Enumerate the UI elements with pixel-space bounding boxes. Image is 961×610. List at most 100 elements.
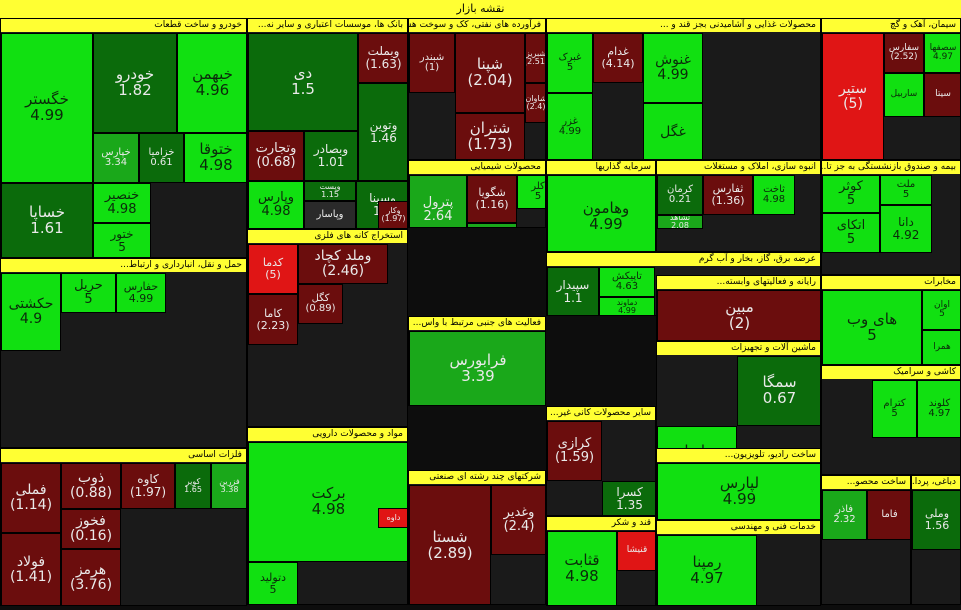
stock-cell[interactable]: وتوین 1.46 [358, 83, 407, 181]
stock-cell[interactable]: خنصیر 4.98 [93, 183, 151, 223]
sector-header[interactable]: مواد و محصولات دارویی [248, 428, 407, 441]
stock-cell[interactable]: کویر 1.65 [175, 463, 211, 509]
stock-cell[interactable]: خساپا 1.61 [1, 183, 93, 257]
stock-cell[interactable]: برکت 4.98 [248, 442, 407, 562]
stock-cell[interactable]: رمپنا 4.97 [657, 535, 757, 605]
sector-header[interactable]: انبوه سازی، املاک و مستغلات [657, 161, 820, 174]
stock-cell[interactable]: فزرین 3.38 [211, 463, 246, 509]
stock-cell[interactable]: وملد کچاد (2.46) [298, 244, 388, 284]
stock-cell[interactable]: وپست 1.15 [304, 181, 356, 201]
stock-cell[interactable]: کگل (0.89) [298, 284, 343, 324]
stock-cell[interactable]: قثابت 4.98 [547, 531, 617, 605]
stock-cell[interactable]: ختوقا 4.98 [184, 133, 246, 183]
stock-cell[interactable]: شبریز(2.51) [525, 33, 545, 83]
stock-cell[interactable]: شستا (2.89) [409, 485, 491, 604]
stock-cell[interactable]: اوان 5 [922, 290, 960, 330]
sector-header[interactable]: ساخت رادیو، تلویزیون... [657, 449, 820, 462]
stock-cell[interactable]: پترول 2.64 [409, 175, 467, 227]
sector-header[interactable]: بانک ها، موسسات اعتباری و سایر نه... [248, 19, 407, 32]
stock-cell[interactable]: وکار (1.97) [378, 201, 407, 228]
sector-header[interactable]: سیمان، آهک و گچ [822, 19, 960, 32]
sector-header[interactable]: قند و شکر [547, 517, 655, 530]
sector-header[interactable]: بیمه و صندوق بازنشستگی به جز تا... [822, 161, 960, 174]
stock-cell[interactable]: شبندر (1) [409, 33, 455, 93]
sector-header[interactable]: مخابرات [822, 276, 960, 289]
stock-cell[interactable]: کرمان 0.21 [657, 175, 703, 215]
sector-header[interactable]: سایر محصولات کانی غیر... [547, 407, 655, 420]
stock-cell[interactable]: شپنا (2.04) [455, 33, 525, 113]
stock-cell[interactable]: داوه [378, 508, 407, 528]
stock-cell[interactable]: حفارس 4.99 [116, 273, 166, 313]
sector-header[interactable]: خودرو و ساخت قطعات [1, 19, 246, 32]
sector-header[interactable]: محصولات شیمیایی [409, 161, 545, 174]
stock-cell[interactable]: غبرک 5 [547, 33, 593, 93]
stock-cell[interactable]: غگل [643, 103, 703, 159]
stock-cell[interactable]: هرمز (3.76) [61, 549, 121, 605]
stock-cell[interactable]: وملی 1.56 [912, 490, 960, 550]
stock-cell[interactable]: شگویا (1.16) [467, 175, 517, 223]
stock-cell[interactable]: کلوند 4.97 [917, 380, 960, 438]
stock-cell[interactable]: وپارس 4.98 [248, 181, 304, 228]
stock-cell[interactable]: خزامیا 0.61 [139, 133, 184, 183]
stock-cell[interactable]: کلر 5 [517, 175, 545, 209]
stock-cell[interactable]: دماوند 4.99 [599, 297, 655, 315]
stock-cell[interactable]: اتکای 5 [822, 213, 880, 253]
stock-cell[interactable]: ثشاهد 2.08 [657, 215, 703, 229]
stock-cell[interactable]: خپارس 3.34 [93, 133, 139, 183]
stock-cell[interactable]: ساربیل [884, 73, 924, 117]
stock-cell[interactable]: سمگا 0.67 [737, 356, 820, 426]
stock-cell[interactable]: فولاد (1.41) [1, 533, 61, 605]
stock-cell[interactable]: خگستر 4.99 [1, 33, 93, 183]
stock-cell[interactable]: ذوب (0.88) [61, 463, 121, 509]
stock-cell[interactable]: سیتا [924, 73, 960, 117]
sector-header[interactable]: محصولات غذایی و آشامیدنی بجز قند و ... [547, 19, 820, 32]
sector-header[interactable]: سرمایه گذاریها [547, 161, 655, 174]
stock-cell[interactable]: کترام 5 [872, 380, 917, 438]
stock-cell[interactable]: دی 1.5 [248, 33, 358, 131]
stock-cell[interactable]: کاما (2.23) [248, 294, 298, 345]
stock-cell[interactable]: سفارس (2.52) [884, 33, 924, 73]
stock-cell[interactable]: ختور 5 [93, 223, 151, 257]
stock-cell[interactable]: ثاخت 4.98 [753, 175, 795, 215]
stock-cell[interactable]: شاوان (2.4) [525, 83, 545, 123]
sector-header[interactable]: فرآورده های نفتی، کک و سوخت هسته ای [409, 19, 545, 32]
stock-cell[interactable]: حریل 5 [61, 273, 116, 313]
stock-cell[interactable]: وتجارت (0.68) [248, 131, 304, 181]
sector-header[interactable]: استخراج کانه های فلزی [248, 230, 407, 243]
stock-cell[interactable]: غنوش 4.99 [643, 33, 703, 103]
stock-cell[interactable]: کوثر 5 [822, 175, 880, 213]
sector-header[interactable]: فعالیت های جنبی مرتبط با واس... [409, 317, 545, 330]
stock-cell[interactable]: فرابورس 3.39 [409, 331, 545, 405]
stock-cell[interactable]: سپیدار 1.1 [547, 267, 599, 315]
stock-cell[interactable]: غزر 4.99 [547, 93, 593, 159]
stock-cell[interactable]: ستیر (5) [822, 33, 884, 159]
stock-cell[interactable]: کاوه (1.97) [121, 463, 175, 509]
stock-cell[interactable]: خبهمن 4.96 [177, 33, 246, 133]
stock-cell[interactable]: کسرا 1.35 [602, 481, 655, 515]
stock-cell[interactable]: وبصادر 1.01 [304, 131, 358, 181]
sector-header[interactable]: فلزات اساسی [1, 449, 246, 462]
sector-header[interactable]: کاشی و سرامیک [822, 366, 960, 379]
stock-cell[interactable]: قنیشا [617, 531, 655, 571]
stock-cell[interactable]: همرا [922, 330, 960, 364]
stock-cell[interactable]: لپارس 4.99 [657, 463, 820, 519]
sector-header[interactable]: شرکتهای چند رشته ای صنعتی [409, 471, 545, 484]
sector-header[interactable]: دباغی، پردا... [912, 476, 960, 489]
stock-cell[interactable]: کرازی (1.59) [547, 421, 602, 481]
stock-cell[interactable]: ثفارس (1.36) [703, 175, 753, 215]
sector-header[interactable]: ماشین آلات و تجهیزات [657, 342, 820, 355]
stock-cell[interactable]: دتولید 5 [248, 562, 298, 604]
sector-header[interactable]: رایانه و فعالیتهای وابسته... [657, 276, 820, 289]
stock-cell[interactable]: سصفها 4.97 [924, 33, 960, 73]
stock-cell[interactable]: مبین (2) [657, 290, 820, 340]
stock-cell[interactable]: ملت 5 [880, 175, 932, 205]
stock-cell[interactable]: وهامون 4.99 [547, 175, 655, 251]
stock-cell[interactable]: فملی (1.14) [1, 463, 61, 533]
stock-cell[interactable]: وبملت (1.63) [358, 33, 407, 83]
stock-cell[interactable]: خودرو 1.82 [93, 33, 177, 133]
stock-cell[interactable]: وغدیر (2.4) [491, 485, 545, 555]
stock-cell[interactable]: کدما (5) [248, 244, 298, 294]
stock-cell[interactable]: تاپیکش 4.63 [599, 267, 655, 297]
stock-cell[interactable]: وپاسار [304, 201, 356, 228]
sector-header[interactable]: ساخت محصو... [822, 476, 910, 489]
